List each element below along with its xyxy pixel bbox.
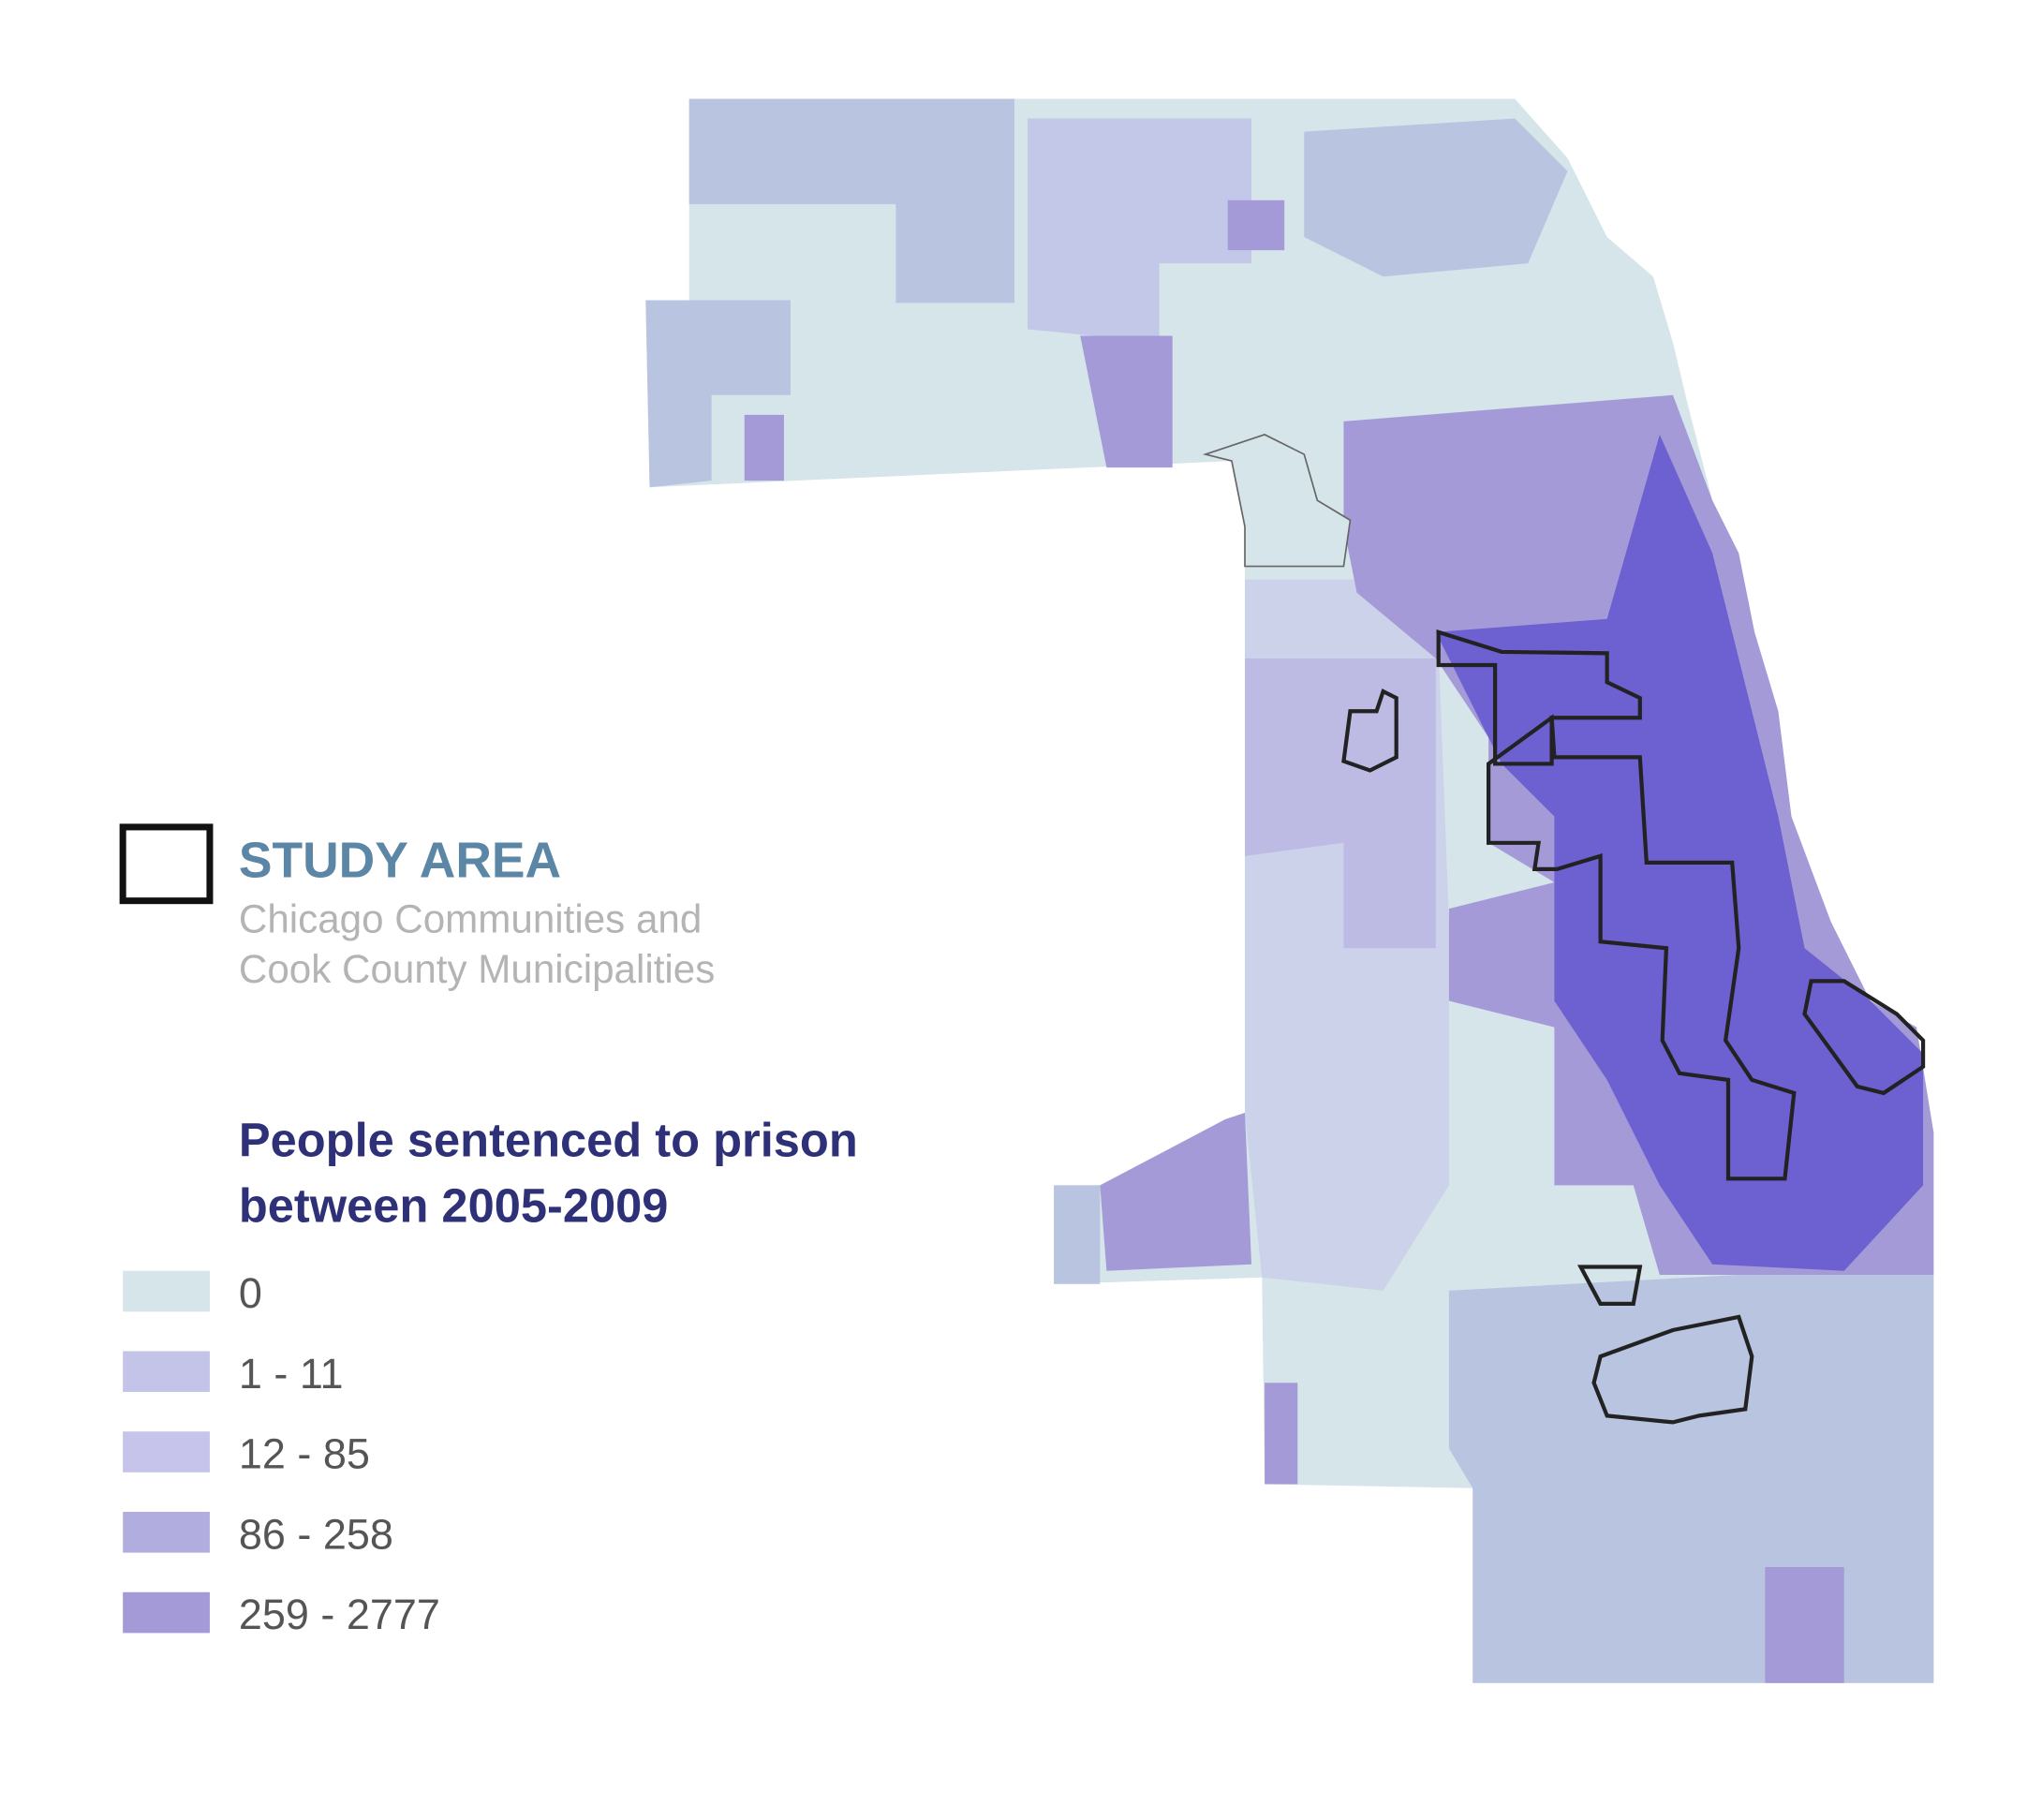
study-area-title: STUDY AREA <box>239 833 561 888</box>
study-area-outline <box>1576 1265 1643 1306</box>
legend-swatch <box>123 1431 210 1472</box>
north-tract <box>744 414 784 481</box>
county-map <box>645 98 1934 1683</box>
legend-title: between 2005-2009 <box>239 1179 669 1233</box>
legend-title: People sentenced to prison <box>239 1113 858 1166</box>
north-region <box>1028 118 1252 343</box>
north-region <box>688 98 1014 303</box>
legend-swatch <box>123 1591 210 1634</box>
study-area-outline <box>1436 629 1797 1181</box>
north-tract <box>1080 335 1173 468</box>
legend-label: 86 - 258 <box>239 1510 393 1558</box>
study-area-swatch <box>119 823 214 905</box>
municipality-outline <box>1202 434 1352 568</box>
legend: STUDY AREA Chicago Communities and Cook … <box>119 823 858 1638</box>
southwest-region <box>1054 1185 1101 1284</box>
legend-swatch <box>123 1351 210 1393</box>
southwest-region <box>1100 1113 1252 1271</box>
legend-swatch <box>123 1512 210 1553</box>
study-area-outline <box>1341 688 1398 773</box>
study-area-outline <box>1802 979 1926 1096</box>
study-area-subtitle: Chicago Communities and <box>239 896 702 940</box>
city-core <box>1435 434 1924 1271</box>
legend-label: 259 - 2777 <box>239 1591 440 1638</box>
south-tract <box>1765 1567 1844 1683</box>
west-region <box>1245 579 1449 1291</box>
north-tract <box>1227 200 1285 251</box>
northwest-region <box>645 300 791 488</box>
south-tract <box>1265 1383 1298 1485</box>
legend-label: 12 - 85 <box>239 1430 370 1478</box>
legend-label: 0 <box>239 1269 262 1317</box>
study-area-outline <box>1591 1314 1754 1425</box>
study-area-subtitle: Cook County Municipalities <box>239 947 715 991</box>
legend-swatch <box>123 1270 210 1312</box>
legend-items: 0 1 - 11 12 - 85 86 - 258 259 - 2777 <box>123 1269 440 1638</box>
legend-label: 1 - 11 <box>239 1350 344 1398</box>
north-region <box>1304 118 1568 277</box>
